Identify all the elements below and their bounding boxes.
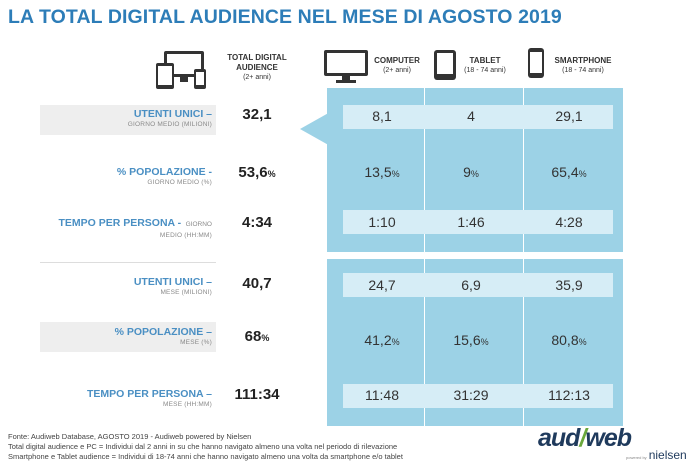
- page-title: LA TOTAL DIGITAL AUDIENCE NEL MESE DI AG…: [8, 6, 562, 28]
- smartphone-value: 112:13: [548, 387, 590, 403]
- section-separator: [40, 262, 216, 263]
- row-band: [40, 322, 216, 352]
- smartphone-icon: [528, 48, 544, 83]
- footer-notes: Fonte: Audiweb Database, AGOSTO 2019 - A…: [8, 432, 403, 462]
- tablet-value: 31:29: [453, 387, 489, 403]
- row-label-utenti-giorno: UTENTI UNICI – GIORNO MEDIO (MILIONI): [127, 108, 212, 128]
- computer-value: 11:48: [365, 387, 399, 403]
- smartphone-value: 4:28: [555, 214, 583, 230]
- header-computer-line1: COMPUTER: [374, 56, 420, 65]
- smartphone-value: 80,8%: [551, 332, 587, 348]
- nielsen-logo: powered by nielsen: [626, 448, 687, 462]
- row-label-tempo-mese: TEMPO PER PERSONA – MESE (HH:MM): [86, 388, 212, 408]
- total-value: 111:34: [234, 386, 280, 403]
- header-total-line2: AUDIENCE: [236, 63, 278, 72]
- total-value: 53,6%: [238, 164, 276, 181]
- computer-icon: [324, 50, 368, 89]
- header-total-line3: (2+ anni): [243, 74, 271, 81]
- computer-value: 24,7: [368, 277, 396, 293]
- footer-source: Fonte: Audiweb Database, AGOSTO 2019 - A…: [8, 432, 252, 441]
- tablet-value: 15,6%: [453, 332, 489, 348]
- header-tablet-line1: TABLET: [469, 56, 501, 65]
- computer-value: 13,5%: [364, 164, 400, 180]
- computer-value: 1:10: [368, 214, 396, 230]
- row-label-popolazione-mese: % POPOLAZIONE – MESE (%): [114, 326, 212, 346]
- footer-note-pc: Total digital audience e PC = Individui …: [8, 442, 398, 451]
- row-highlight: [343, 210, 613, 234]
- row-band: [40, 105, 216, 135]
- devices-icon: [156, 49, 212, 96]
- header-smartphone: SMARTPHONE (18 - 74 anni): [544, 56, 622, 75]
- footer-note-mobile: Smartphone e Tablet audience = Individui…: [8, 452, 403, 461]
- row-highlight: [343, 384, 613, 408]
- row-highlight: [343, 105, 613, 129]
- header-computer-line2: (2+ anni): [383, 67, 411, 74]
- total-value: 40,7: [242, 275, 272, 292]
- tablet-icon: [434, 50, 456, 85]
- total-value: 32,1: [242, 106, 272, 123]
- header-total: TOTAL DIGITAL AUDIENCE (2+ anni): [212, 53, 302, 82]
- total-value: 68%: [244, 328, 270, 345]
- header-tablet-line2: (18 - 74 anni): [464, 67, 506, 74]
- audiweb-logo: aud/web: [538, 424, 632, 452]
- smartphone-value: 35,9: [555, 277, 583, 293]
- smartphone-value: 29,1: [555, 108, 583, 124]
- row-label-tempo-giorno: TEMPO PER PERSONA - GIORNO MEDIO (HH:MM): [58, 217, 212, 239]
- total-value: 4:34: [241, 214, 273, 231]
- computer-value: 8,1: [372, 108, 392, 124]
- tablet-value: 9%: [463, 164, 479, 180]
- header-total-line1: TOTAL DIGITAL: [227, 53, 287, 62]
- row-label-utenti-mese: UTENTI UNICI – MESE (MILIONI): [133, 276, 212, 296]
- row-label-popolazione-giorno: % POPOLAZIONE - GIORNO MEDIO (%): [116, 166, 212, 186]
- computer-value: 41,2%: [364, 332, 400, 348]
- callout-pointer: [300, 111, 332, 147]
- section-divider: [327, 252, 623, 259]
- header-smartphone-line1: SMARTPHONE: [554, 56, 612, 65]
- tablet-value: 6,9: [461, 277, 481, 293]
- header-tablet: TABLET (18 - 74 anni): [456, 56, 514, 75]
- header-computer: COMPUTER (2+ anni): [368, 56, 426, 75]
- smartphone-value: 65,4%: [551, 164, 587, 180]
- tablet-value: 4: [467, 108, 475, 124]
- tablet-value: 1:46: [457, 214, 485, 230]
- header-smartphone-line2: (18 - 74 anni): [562, 67, 604, 74]
- row-highlight: [343, 273, 613, 297]
